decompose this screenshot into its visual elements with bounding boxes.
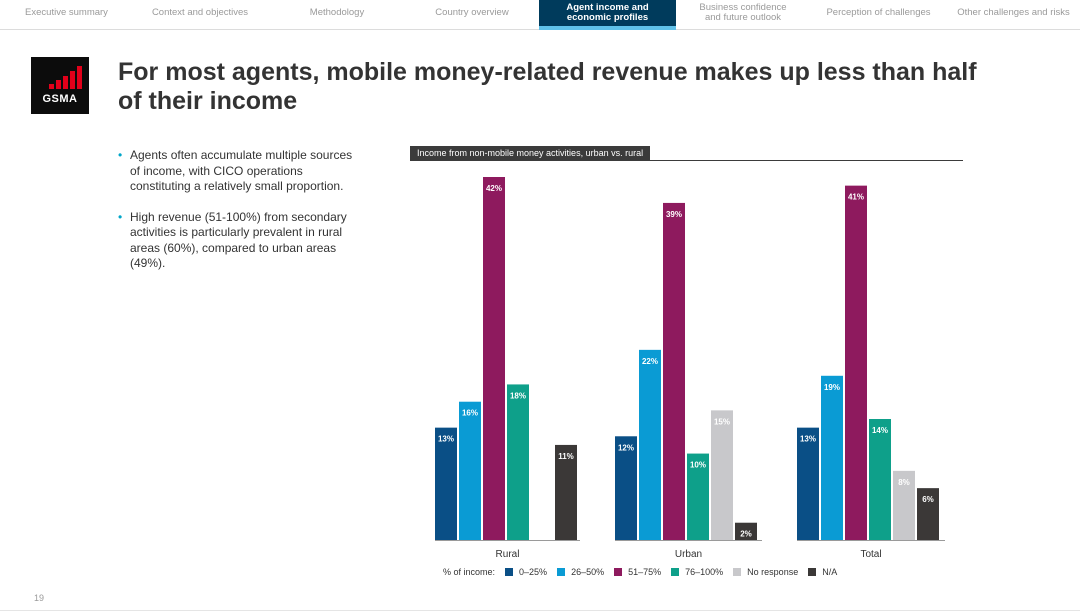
chart-title: Income from non-mobile money activities,… (410, 146, 651, 160)
bar-value-label: 12% (618, 443, 634, 452)
bar-value-label: 41% (848, 193, 864, 202)
top-navigation: Executive summary Context and objectives M… (0, 0, 1080, 30)
nav-tab[interactable]: Context and objectives (151, 7, 249, 18)
legend-label: % of income: (443, 567, 496, 577)
legend-swatch (671, 568, 680, 576)
legend-text: 0–25% (519, 567, 548, 577)
bullet-item: Agents often accumulate multiple sources… (118, 148, 358, 195)
bar (869, 419, 891, 540)
bar-value-label: 6% (922, 495, 934, 504)
footer-divider (0, 610, 1080, 611)
category-label: Total (860, 549, 881, 560)
bar-chart: 13% 16% 42% 18% 11% Rural 12% 22% 39% 10% 15% 2% Urb… (435, 177, 945, 560)
gsma-logo: GSMA (31, 57, 89, 114)
bar-value-label: 2% (740, 530, 752, 539)
bar-value-label: 13% (800, 435, 816, 444)
nav-tab[interactable]: Perception of challenges (826, 7, 931, 18)
nav-tab[interactable]: Business confidence and future outlook (699, 2, 787, 23)
bar-value-label: 19% (824, 383, 840, 392)
bar (687, 453, 709, 540)
nav-tab[interactable]: Methodology (309, 7, 365, 18)
chart-legend: % of income: 0–25% 26–50% 51–75% 76–100% No … (443, 567, 847, 577)
bar (555, 444, 577, 540)
bar-value-label: 22% (642, 357, 658, 366)
bar (735, 522, 757, 540)
legend-text: No response (747, 567, 799, 577)
legend-item: 51–75% (614, 567, 661, 577)
legend-item: 26–50% (557, 567, 604, 577)
bar-value-label: 42% (486, 184, 502, 193)
nav-tab[interactable]: Agent income and economic profiles (539, 0, 676, 30)
logo-text: GSMA (42, 93, 78, 105)
active-tab-underline (610, 26, 676, 30)
legend-text: 51–75% (628, 567, 662, 577)
bar (893, 470, 915, 540)
legend-item: No response (733, 567, 798, 577)
bar (821, 375, 843, 540)
legend-text: 76–100% (685, 567, 724, 577)
chart-title-rule (410, 160, 963, 161)
bar (639, 349, 661, 540)
bar-value-label: 11% (558, 452, 574, 461)
bar (435, 427, 457, 540)
legend-text: 26–50% (571, 567, 605, 577)
category-label: Rural (496, 549, 520, 560)
page-title: For most agents, mobile money-related re… (118, 58, 977, 115)
bar-value-label: 39% (666, 210, 682, 219)
legend-item: 76–100% (671, 567, 723, 577)
bar (507, 384, 529, 540)
bar-value-label: 16% (462, 409, 478, 418)
nav-tab[interactable]: Executive summary (25, 7, 108, 18)
bar (663, 202, 685, 540)
page-number: 19 (34, 593, 45, 603)
bar (797, 427, 819, 540)
bar-value-label: 10% (690, 461, 706, 470)
bar-value-label: 18% (510, 391, 526, 400)
legend-text: N/A (822, 567, 838, 577)
legend-swatch (505, 568, 514, 576)
bar-value-label: 13% (438, 435, 454, 444)
bar (459, 401, 481, 540)
bar-value-label: 14% (872, 426, 888, 435)
bar-value-label: 8% (898, 478, 910, 487)
bar (711, 410, 733, 540)
bar (917, 488, 939, 540)
legend-swatch (808, 568, 817, 576)
legend-item: N/A (808, 567, 837, 577)
category-label: Urban (675, 549, 702, 560)
legend-item: 0–25% (505, 567, 547, 577)
legend-swatch (733, 568, 742, 576)
bar (483, 177, 505, 540)
nav-tab[interactable]: Country overview (435, 7, 509, 18)
bullet-item: High revenue (51-100%) from secondary ac… (118, 210, 358, 272)
bar-value-label: 15% (714, 417, 730, 426)
bars-logo-icon (49, 66, 82, 89)
bar (845, 185, 867, 540)
bullet-list: Agents often accumulate multiple sources… (118, 148, 358, 287)
legend-swatch (557, 568, 566, 576)
legend-swatch (614, 568, 623, 576)
bar (615, 436, 637, 540)
nav-tab[interactable]: Other challenges and risks (957, 7, 1070, 18)
